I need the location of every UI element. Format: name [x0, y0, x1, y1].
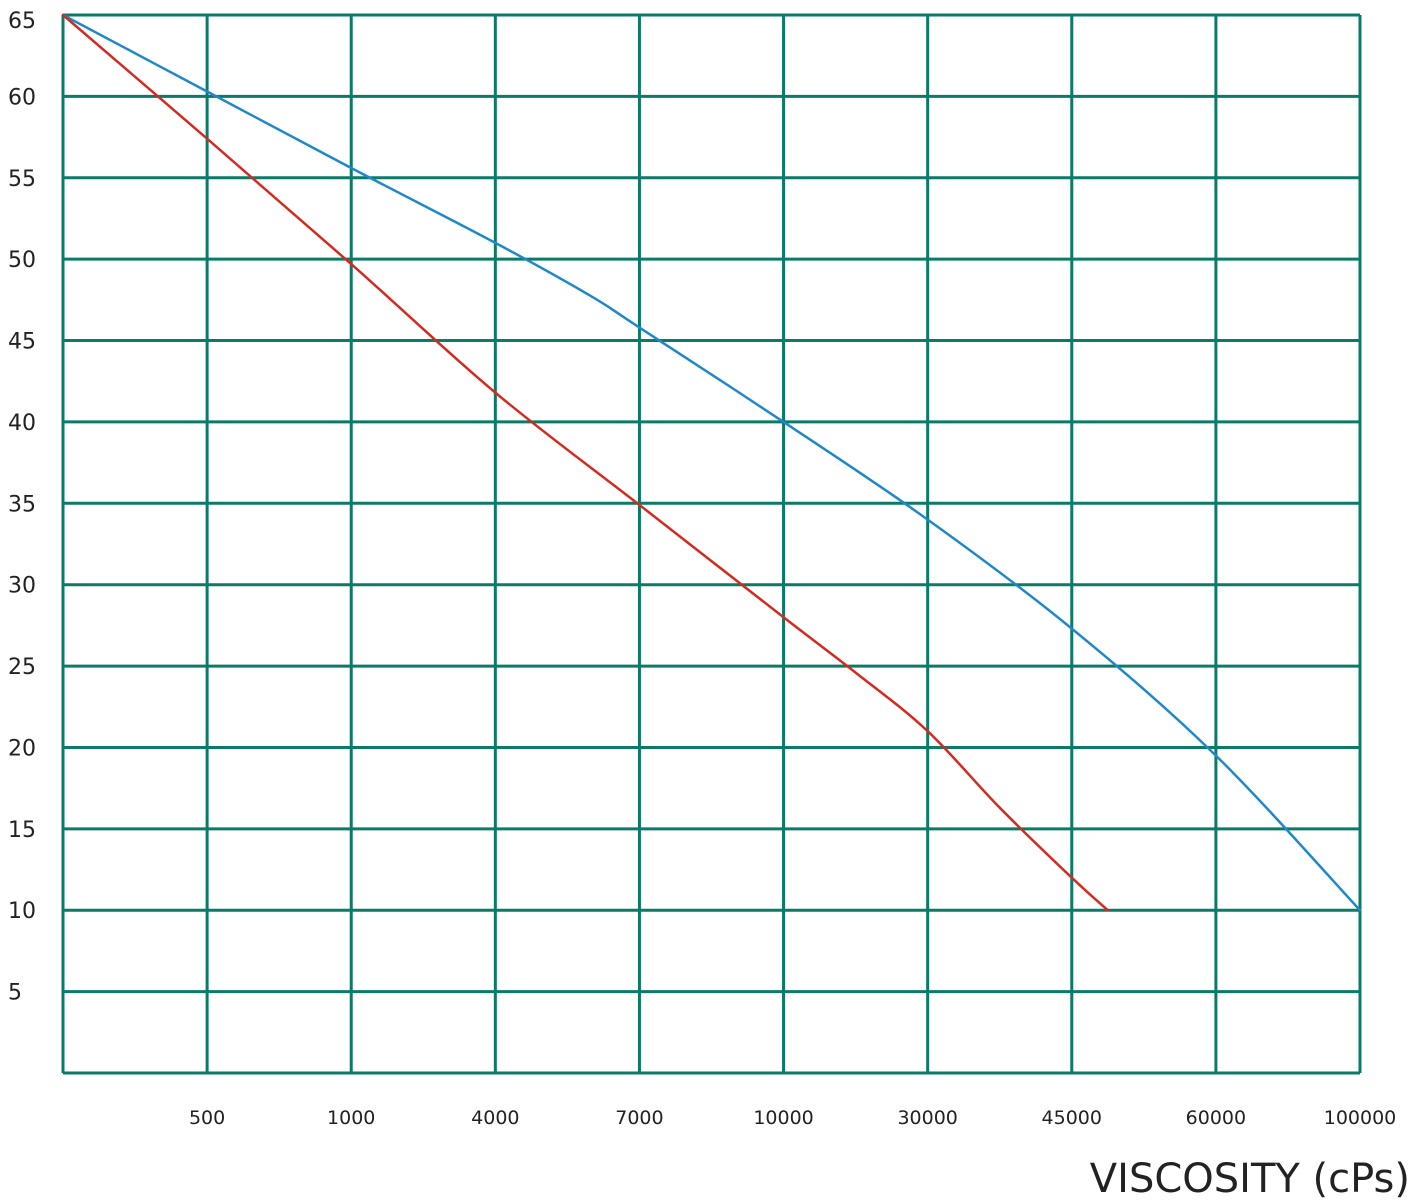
x-tick-label: 100000: [1324, 1107, 1397, 1129]
y-tick-label: 40: [8, 411, 36, 436]
x-tick-label: 1000: [327, 1107, 375, 1129]
x-tick-label: 45000: [1042, 1107, 1102, 1129]
grid: [61, 13, 1362, 1075]
y-axis-tick-labels: 5 10 15 20 25 30 35 40 45 50 55 60 65: [8, 9, 36, 1006]
x-tick-label: 7000: [615, 1107, 663, 1129]
x-axis-tick-labels: 500 1000 4000 7000 10000 30000 45000 60000 10000…: [189, 1107, 1396, 1129]
y-tick-label: 60: [8, 85, 36, 110]
y-tick-label: 65: [8, 9, 36, 34]
y-tick-label: 10: [8, 899, 36, 924]
x-axis-title: VISCOSITY (cPs): [1090, 1156, 1410, 1202]
y-tick-label: 30: [8, 574, 36, 599]
series-line-1: [61, 13, 1362, 912]
x-tick-label: 30000: [897, 1107, 957, 1129]
y-tick-label: 25: [8, 655, 36, 680]
x-tick-label: 10000: [753, 1107, 813, 1129]
y-tick-label: 55: [8, 167, 36, 192]
series-lines: [61, 13, 1362, 912]
y-tick-label: 5: [8, 981, 22, 1006]
series-line-2: [61, 13, 1110, 912]
y-tick-label: 20: [8, 736, 36, 761]
y-tick-label: 15: [8, 818, 36, 843]
x-tick-label: 500: [189, 1107, 225, 1129]
y-tick-label: 35: [8, 492, 36, 517]
x-tick-label: 60000: [1186, 1107, 1246, 1129]
y-tick-label: 50: [8, 248, 36, 273]
y-tick-label: 45: [8, 330, 36, 355]
x-tick-label: 4000: [471, 1107, 519, 1129]
